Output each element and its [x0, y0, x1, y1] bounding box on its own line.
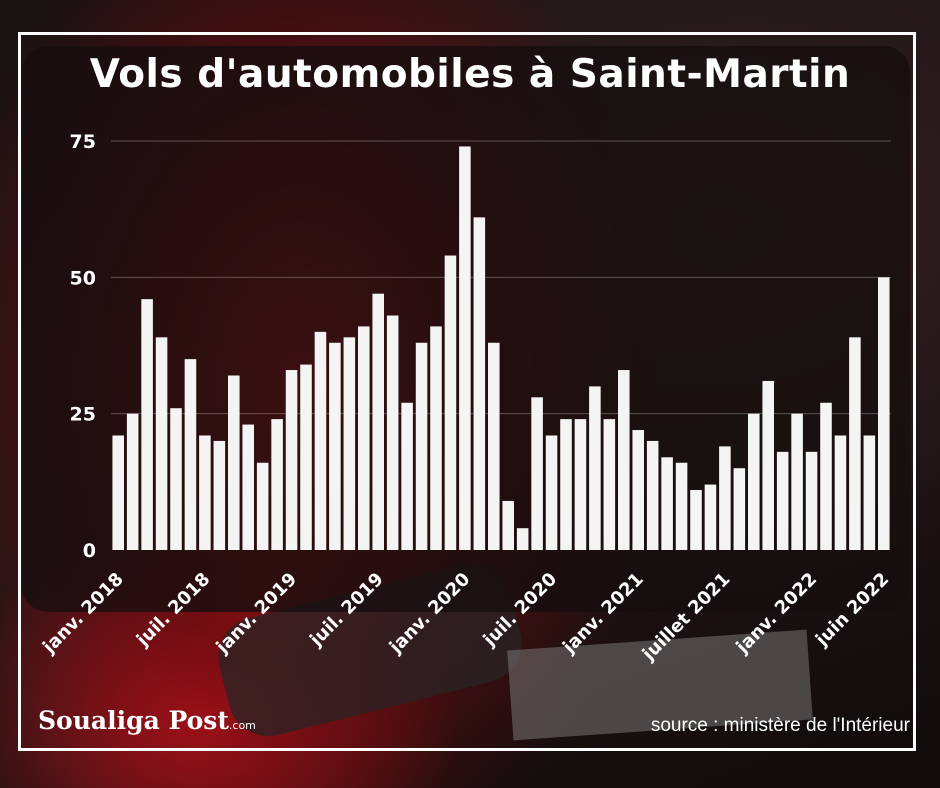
x-tick-label: janv. 2018 [38, 569, 128, 659]
bar [184, 359, 197, 550]
x-tick-label: janv. 2022 [732, 569, 822, 659]
bar [834, 435, 847, 550]
y-tick-label: 0 [83, 540, 96, 562]
bar [516, 528, 529, 550]
bar [661, 457, 673, 550]
x-tick-label: juil. 2018 [132, 569, 214, 651]
x-tick-label: juillet 2021 [638, 569, 735, 666]
bar [401, 402, 413, 550]
bar [849, 337, 861, 550]
bar [285, 370, 298, 550]
bar [502, 500, 514, 550]
bar [141, 299, 153, 550]
bar [271, 419, 283, 550]
bar [488, 342, 500, 550]
bar [155, 337, 168, 550]
x-tick-label: juil. 2020 [479, 569, 561, 651]
x-tick-label: juil. 2019 [305, 569, 387, 651]
bar [589, 386, 601, 550]
bar [372, 293, 384, 550]
bar [646, 440, 659, 550]
bar [603, 419, 616, 550]
x-tick-label: janv. 2021 [558, 569, 648, 659]
bar [444, 255, 457, 550]
bar [878, 277, 890, 550]
bar [618, 370, 630, 550]
bar [112, 435, 124, 550]
bar [329, 342, 341, 550]
bar [733, 468, 746, 550]
white-frame [18, 32, 916, 751]
bar [675, 462, 688, 550]
bar [343, 337, 356, 550]
bar [545, 435, 558, 550]
bar [863, 435, 876, 550]
bar [459, 146, 471, 550]
bar [228, 375, 240, 550]
bar [805, 451, 818, 550]
x-tick-label: janv. 2019 [212, 569, 302, 659]
bar [791, 413, 803, 550]
bar [531, 397, 543, 550]
bar [314, 331, 327, 550]
bar [358, 326, 370, 550]
bar [300, 364, 312, 550]
bar [719, 446, 731, 550]
x-tick-label: janv. 2020 [385, 569, 475, 659]
bar [632, 430, 644, 550]
bar [199, 435, 211, 550]
bar [690, 490, 702, 550]
bar [473, 217, 486, 550]
bar [430, 326, 442, 550]
bar [170, 408, 182, 550]
brand-suffix: .com [228, 719, 256, 732]
bar [126, 413, 139, 550]
bar [415, 342, 428, 550]
bar [762, 380, 774, 550]
bar [386, 315, 399, 550]
brand-name: Soualiga Post [38, 706, 229, 735]
y-tick-label: 75 [70, 131, 96, 153]
bar [820, 402, 832, 550]
bar [242, 424, 254, 550]
bar [256, 462, 269, 550]
bar [560, 419, 572, 550]
bar [574, 419, 587, 550]
y-tick-label: 50 [70, 267, 96, 289]
bar [748, 413, 760, 550]
y-tick-label: 25 [70, 404, 96, 426]
brand-logo: Soualiga Post.com [38, 706, 256, 735]
bar [776, 451, 789, 550]
source-note: source : ministère de l'Intérieur [650, 715, 910, 736]
x-tick-label: juin 2022 [811, 569, 893, 651]
bar [213, 440, 226, 550]
bar [704, 484, 717, 550]
chart-title: Vols d'automobiles à Saint-Martin [89, 52, 851, 97]
